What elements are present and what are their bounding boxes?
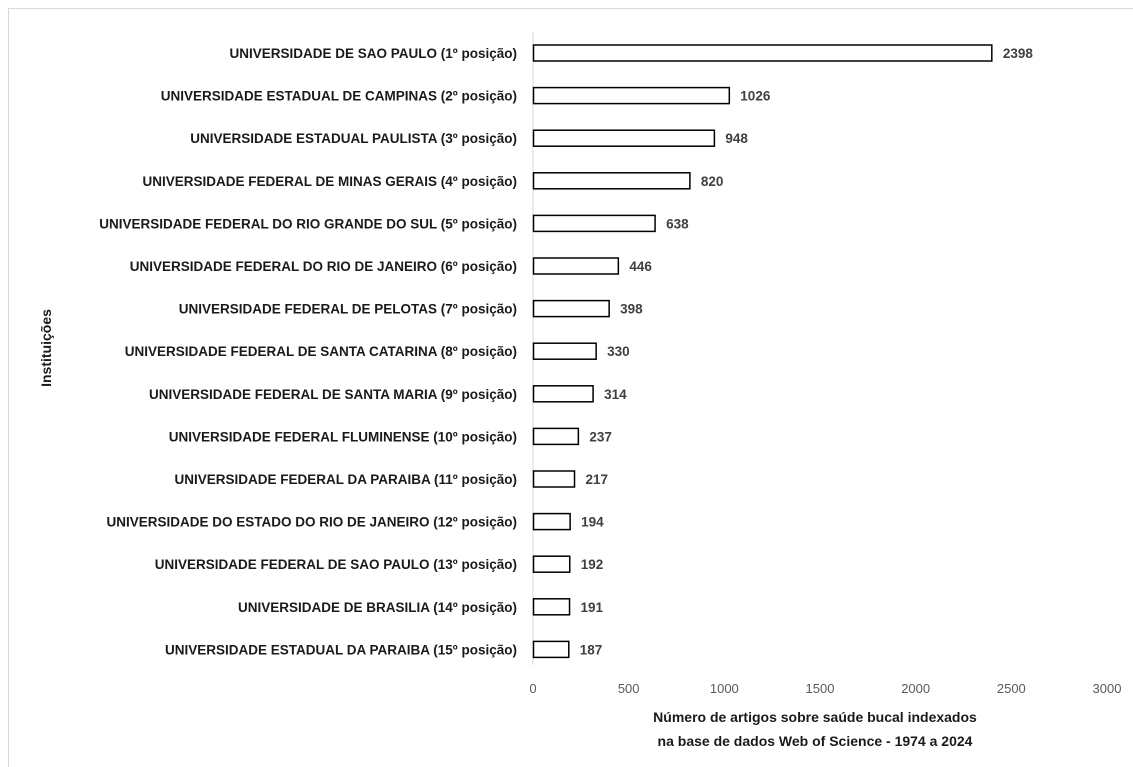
x-tick-label: 1000 [710, 681, 739, 696]
category-label: UNIVERSIDADE FEDERAL FLUMINENSE (10º pos… [169, 429, 517, 444]
value-label: 398 [620, 302, 643, 317]
x-tick-label: 3000 [1093, 681, 1122, 696]
bar [532, 385, 594, 403]
bar [532, 86, 731, 105]
value-label: 948 [725, 131, 748, 146]
category-label: UNIVERSIDADE FEDERAL DO RIO DE JANEIRO (… [130, 259, 517, 274]
x-tick-label: 1500 [806, 681, 835, 696]
bars-group [532, 44, 993, 659]
bar [532, 470, 576, 488]
category-label: UNIVERSIDADE DO ESTADO DO RIO DE JANEIRO… [107, 515, 518, 530]
category-label: UNIVERSIDADE FEDERAL DE SANTA MARIA (9º … [149, 387, 517, 402]
category-label: UNIVERSIDADE DE BRASILIA (14º posição) [238, 600, 517, 615]
bar [532, 640, 570, 659]
value-label: 217 [586, 472, 609, 487]
x-axis-title-line-1: Número de artigos sobre saúde bucal inde… [653, 709, 977, 725]
bar [532, 555, 571, 573]
value-label: 446 [629, 259, 652, 274]
value-label: 1026 [740, 89, 771, 104]
category-label: UNIVERSIDADE FEDERAL DE SANTA CATARINA (… [125, 344, 517, 359]
x-tick-label: 500 [618, 681, 640, 696]
category-label: UNIVERSIDADE ESTADUAL PAULISTA (3º posiç… [190, 131, 517, 146]
category-label: UNIVERSIDADE ESTADUAL DE CAMPINAS (2º po… [161, 89, 517, 104]
value-label: 192 [581, 557, 604, 572]
x-tick-label: 0 [529, 681, 536, 696]
x-axis-title-line-2: na base de dados Web of Science - 1974 a… [658, 733, 973, 749]
value-label: 237 [589, 429, 612, 444]
category-label: UNIVERSIDADE FEDERAL DA PARAIBA (11º pos… [175, 472, 517, 487]
value-label: 191 [581, 600, 604, 615]
value-label: 314 [604, 387, 627, 402]
bar [532, 427, 580, 446]
category-label: UNIVERSIDADE DE SAO PAULO (1º posição) [230, 46, 517, 61]
category-label: UNIVERSIDADE FEDERAL DE SAO PAULO (13º p… [155, 557, 517, 572]
value-label: 330 [607, 344, 630, 359]
value-label: 820 [701, 174, 724, 189]
bar [532, 214, 656, 233]
bar [532, 172, 691, 190]
bar [532, 129, 716, 147]
bar [532, 257, 620, 275]
x-tick-label: 2500 [997, 681, 1026, 696]
y-axis-title: Instituições [38, 309, 54, 387]
category-label: UNIVERSIDADE FEDERAL DE MINAS GERAIS (4º… [143, 174, 517, 189]
value-label: 638 [666, 216, 689, 231]
value-label: 194 [581, 515, 604, 530]
chart-frame [8, 8, 1133, 767]
category-label: UNIVERSIDADE ESTADUAL DA PARAIBA (15º po… [165, 642, 517, 657]
category-label: UNIVERSIDADE FEDERAL DO RIO GRANDE DO SU… [99, 216, 517, 231]
bar [532, 44, 993, 62]
value-label: 187 [580, 642, 603, 657]
x-tick-label: 2000 [901, 681, 930, 696]
value-label: 2398 [1003, 46, 1034, 61]
x-tick-labels-group: 0 500 1000 1500 2000 2500 3000 [529, 681, 1121, 696]
bar [532, 512, 571, 531]
bar [532, 598, 571, 616]
bar [532, 342, 597, 360]
bar [532, 299, 610, 318]
category-label: UNIVERSIDADE FEDERAL DE PELOTAS (7º posi… [179, 302, 517, 317]
value-labels-group: 2398 1026 948 820 638 446 398 330 314 237 217 194 19… [580, 46, 1034, 657]
category-axis: UNIVERSIDADE DE SAO PAULO (1º posição) UN… [99, 32, 534, 665]
